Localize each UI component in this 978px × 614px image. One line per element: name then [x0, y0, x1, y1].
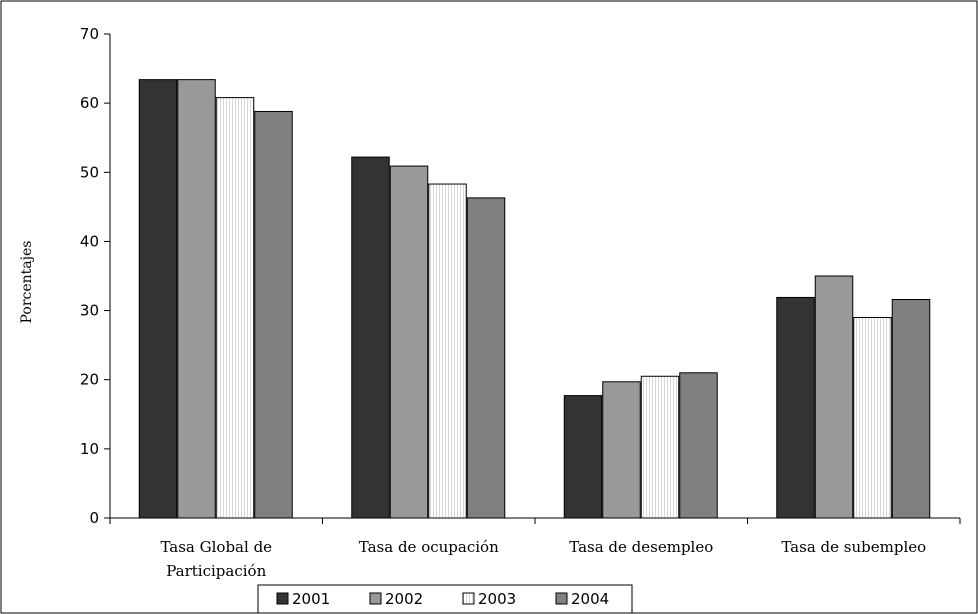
bar-2002 — [602, 381, 641, 519]
bar-2004 — [891, 299, 931, 519]
y-axis: 0 10 20 30 40 50 60 70 — [80, 25, 111, 527]
bars — [138, 79, 931, 519]
bar-2003 — [640, 375, 680, 519]
legend-swatch — [369, 592, 382, 605]
y-tick-label: 50 — [80, 163, 99, 181]
y-tick-label: 0 — [89, 509, 99, 527]
x-tick-label: Tasa de ocupación — [359, 538, 499, 556]
bar-2002 — [389, 165, 429, 519]
legend-box — [257, 584, 633, 614]
y-tick-label: 20 — [80, 371, 99, 389]
y-tick-label: 40 — [80, 232, 99, 250]
legend-label: 2004 — [571, 590, 609, 608]
bar-2001 — [138, 79, 178, 519]
bar-2001 — [563, 395, 603, 519]
bar-2001 — [351, 156, 390, 519]
x-tick-label: Participación — [166, 562, 266, 580]
bar-2002 — [814, 275, 854, 519]
y-tick-label: 30 — [80, 302, 99, 320]
y-tick-label: 70 — [80, 25, 99, 43]
legend-label: 2002 — [385, 590, 423, 608]
y-tick-label: 60 — [80, 94, 99, 112]
bar-2003 — [215, 97, 255, 519]
legend: 2001 2002 2003 2004 — [257, 584, 633, 614]
x-tick-label: Tasa de subempleo — [781, 538, 926, 556]
bar-2004 — [679, 372, 718, 519]
bar-2003 — [853, 316, 892, 519]
legend-label: 2001 — [292, 590, 330, 608]
y-axis-title-group: Porcentajes — [19, 241, 35, 324]
legend-label: 2003 — [478, 590, 516, 608]
bar-2004 — [466, 197, 506, 519]
legend-swatch — [462, 592, 475, 605]
y-axis-title: Porcentajes — [19, 241, 35, 324]
legend-swatch — [276, 592, 289, 605]
bar-2004 — [254, 110, 293, 519]
legend-swatch — [555, 592, 568, 605]
bar-2003 — [428, 183, 467, 519]
bar-2002 — [177, 79, 216, 519]
x-tick-label: Tasa de desempleo — [569, 538, 713, 556]
bar-2001 — [776, 296, 815, 519]
x-tick-label: Tasa Global de — [160, 538, 272, 556]
y-tick-label: 10 — [80, 440, 99, 458]
